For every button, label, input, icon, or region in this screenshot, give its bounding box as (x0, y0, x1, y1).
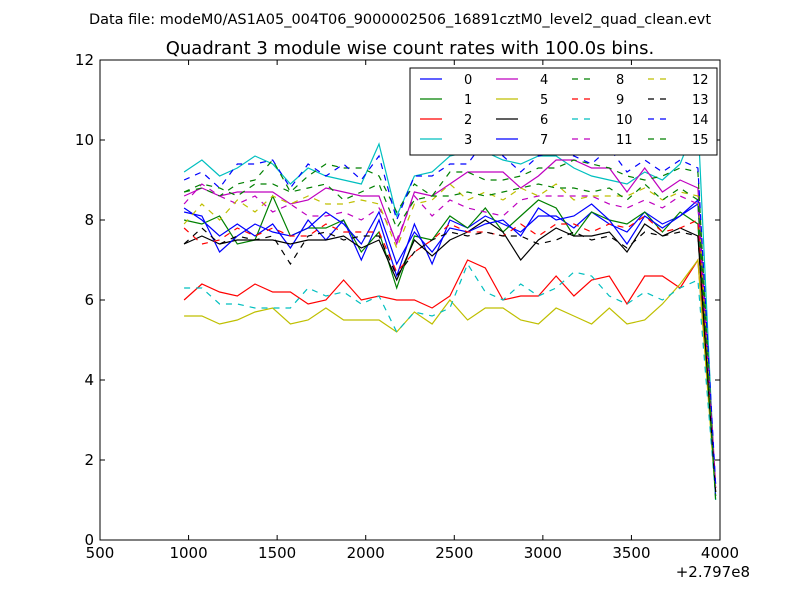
x-tick-label: 2500 (435, 544, 473, 562)
series-line-14 (183, 139, 717, 485)
series-line-11 (183, 183, 717, 493)
legend-label-6: 6 (540, 113, 548, 128)
series-line-15 (183, 183, 717, 501)
legend-label-7: 7 (540, 133, 548, 148)
legend-label-1: 1 (464, 93, 472, 108)
legend-label-12: 12 (692, 73, 709, 88)
y-tick-label: 6 (84, 291, 94, 309)
series-line-5 (184, 258, 717, 497)
series-line-9 (183, 215, 717, 489)
series-line-4 (183, 159, 717, 485)
legend-label-15: 15 (692, 133, 709, 148)
legend-label-2: 2 (464, 113, 472, 128)
series-line-8 (183, 158, 717, 497)
legend-label-0: 0 (464, 73, 472, 88)
series-line-3 (183, 119, 717, 501)
legend-label-4: 4 (540, 73, 548, 88)
x-tick-label: 3000 (524, 544, 562, 562)
series-line-12 (183, 183, 717, 493)
legend-label-9: 9 (616, 93, 624, 108)
series-line-7 (183, 198, 717, 497)
x-offset-label: +2.797e8 (676, 563, 750, 581)
series-line-13 (183, 227, 717, 493)
y-tick-label: 8 (84, 211, 94, 229)
legend-label-13: 13 (692, 93, 709, 108)
x-tick-label: 1500 (258, 544, 296, 562)
series-line-2 (183, 258, 717, 489)
y-tick-label: 2 (84, 451, 94, 469)
legend-label-14: 14 (692, 113, 709, 128)
legend-label-10: 10 (616, 113, 633, 128)
chart-title: Quadrant 3 module wise count rates with … (166, 38, 655, 59)
series-layer (183, 119, 717, 501)
y-tick-label: 0 (84, 531, 94, 549)
series-line-6 (183, 219, 717, 493)
legend-label-3: 3 (464, 133, 472, 148)
series-line-0 (183, 202, 717, 489)
legend-label-5: 5 (540, 93, 548, 108)
x-tick-label: 500 (86, 544, 115, 562)
x-tick-label: 2000 (347, 544, 385, 562)
x-tick-label: 1000 (169, 544, 207, 562)
x-tick-label: 3500 (612, 544, 650, 562)
legend-label-11: 11 (616, 133, 633, 148)
y-tick-label: 12 (75, 51, 94, 69)
y-tick-label: 4 (84, 371, 94, 389)
legend-frame (409, 67, 718, 156)
x-tick-label: 4000 (701, 544, 739, 562)
y-tick-label: 10 (75, 131, 94, 149)
series-line-10 (184, 262, 717, 497)
legend-label-8: 8 (616, 73, 624, 88)
chart-suptitle: Data file: modeM0/AS1A05_004T06_90000025… (89, 12, 711, 28)
